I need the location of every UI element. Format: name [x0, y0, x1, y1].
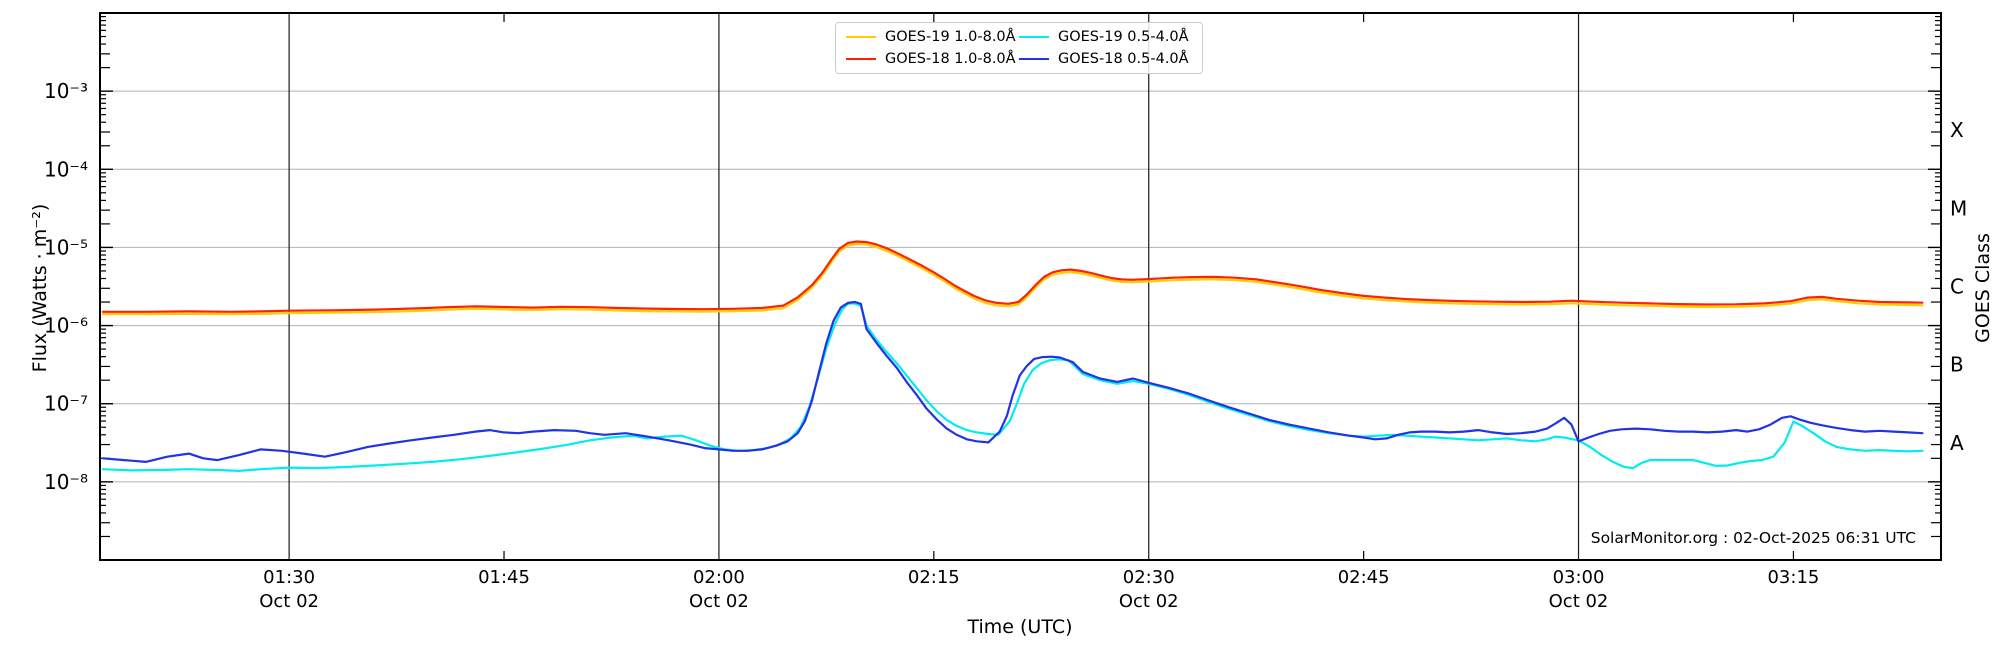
x-tick-label: 02:00 — [693, 567, 745, 588]
goes-class-label: X — [1950, 118, 1964, 142]
legend-label: GOES-18 0.5-4.0Å — [1058, 51, 1189, 67]
x-tick-label: 01:30 — [263, 567, 315, 588]
legend-label: GOES-19 0.5-4.0Å — [1058, 29, 1189, 45]
legend: GOES-19 1.0-8.0Å GOES-18 1.0-8.0Å GOES-19 … — [835, 22, 1203, 74]
legend-label: GOES-18 1.0-8.0Å — [885, 51, 1016, 67]
legend-line-swatch — [1019, 36, 1049, 38]
x-tick-date-label: Oct 02 — [1549, 591, 1609, 612]
legend-line-swatch — [1019, 58, 1049, 60]
goes-class-label: A — [1950, 431, 1964, 455]
legend-line-swatch — [846, 58, 876, 60]
series-line-1 — [101, 240, 1924, 313]
y-tick-label: 10⁻³ — [44, 79, 88, 103]
x-tick-label: 03:00 — [1553, 567, 1605, 588]
y-tick-label: 10⁻⁶ — [44, 314, 88, 338]
x-tick-label: 02:15 — [908, 567, 960, 588]
series-line-0 — [101, 242, 1924, 316]
x-axis-title: Time (UTC) — [967, 616, 1073, 638]
goes-class-label: B — [1950, 353, 1964, 377]
x-tick-date-label: Oct 02 — [259, 591, 319, 612]
x-tick-date-label: Oct 02 — [1119, 591, 1179, 612]
plot-border — [99, 12, 1942, 561]
x-tick-label: 03:15 — [1767, 567, 1819, 588]
goes-class-label: C — [1950, 275, 1964, 299]
x-tick-label: 01:45 — [478, 567, 530, 588]
legend-label: GOES-19 1.0-8.0Å — [885, 29, 1016, 45]
y-axis-title: Flux (Watts · m⁻²) — [29, 203, 51, 373]
y-tick-label: 10⁻⁵ — [44, 235, 88, 259]
legend-entry-3: GOES-18 0.5-4.0Å — [1019, 51, 1192, 67]
x-tick-label: 02:45 — [1338, 567, 1390, 588]
legend-entry-1: GOES-18 1.0-8.0Å — [846, 51, 1019, 67]
series-line-3 — [101, 300, 1924, 463]
legend-line-swatch — [846, 36, 876, 38]
y-tick-label: 10⁻⁸ — [44, 470, 88, 494]
watermark-text: SolarMonitor.org : 02-Oct-2025 06:31 UTC — [1590, 529, 1916, 547]
right-axis-title: GOES Class — [1972, 233, 1994, 343]
y-tick-label: 10⁻⁷ — [44, 392, 88, 416]
legend-entry-2: GOES-19 0.5-4.0Å — [1019, 29, 1192, 45]
goes-class-label: M — [1950, 196, 1967, 220]
y-tick-label: 10⁻⁴ — [44, 157, 88, 181]
legend-entry-0: GOES-19 1.0-8.0Å — [846, 29, 1019, 45]
x-tick-label: 02:30 — [1123, 567, 1175, 588]
x-tick-date-label: Oct 02 — [689, 591, 749, 612]
